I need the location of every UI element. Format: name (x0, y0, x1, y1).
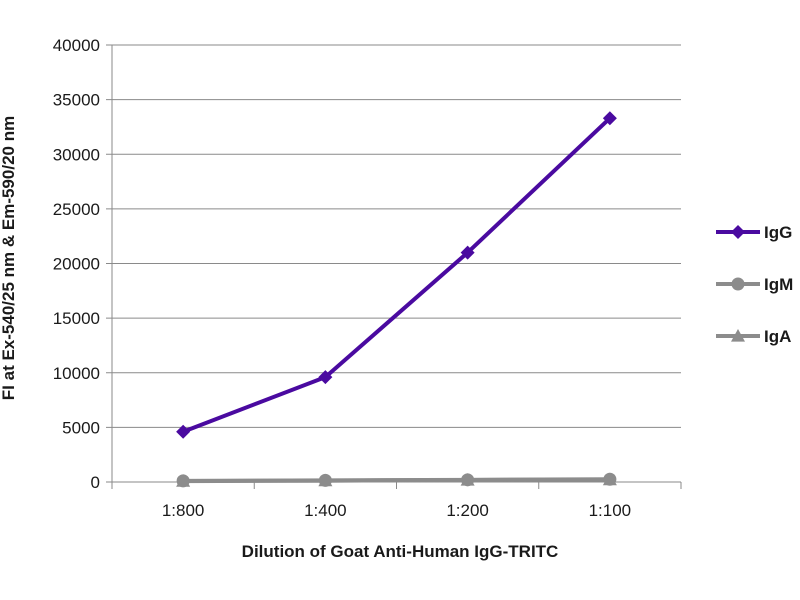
data-point-igg (460, 245, 475, 260)
gridlines (112, 44, 681, 428)
x-tick-label: 1:800 (162, 501, 205, 520)
x-tick-label: 1:400 (304, 501, 347, 520)
series-line-igg (181, 116, 612, 434)
data-point-igm (176, 474, 190, 488)
x-tick-label: 1:200 (446, 501, 489, 520)
legend-marker-iga (731, 329, 745, 342)
x-axis-title: Dilution of Goat Anti-Human IgG-TRITC (242, 542, 559, 561)
data-point-igg (318, 370, 333, 385)
series-line-igm (181, 477, 612, 483)
legend-label-iga: IgA (764, 327, 791, 346)
y-tick-label: 5000 (62, 418, 100, 437)
y-tick-label: 10000 (53, 364, 100, 383)
series-igg (176, 111, 617, 439)
y-axis-ticks: 0 5000 10000 15000 20000 25000 30000 35000 40000 (53, 36, 112, 492)
y-axis-title: FI at Ex-540/25 nm & Em-590/20 nm (0, 116, 18, 400)
y-tick-label: 40000 (53, 36, 100, 55)
legend: IgG IgM IgA (716, 223, 793, 346)
y-tick-label: 20000 (53, 255, 100, 274)
series-igm (176, 472, 617, 488)
y-tick-label: 25000 (53, 200, 100, 219)
x-tick-label: 1:100 (589, 501, 632, 520)
legend-item-igg: IgG (716, 223, 792, 242)
y-tick-label: 15000 (53, 309, 100, 328)
y-tick-label: 0 (91, 473, 100, 492)
y-tick-label: 30000 (53, 145, 100, 164)
legend-item-igm: IgM (716, 275, 793, 294)
data-point-igm (603, 472, 617, 486)
y-tick-label: 35000 (53, 91, 100, 110)
legend-label-igm: IgM (764, 275, 793, 294)
data-point-igg (176, 424, 191, 439)
data-point-igg (602, 111, 617, 126)
legend-label-igg: IgG (764, 223, 792, 242)
legend-item-iga: IgA (716, 327, 791, 346)
legend-marker-igm (731, 277, 745, 291)
data-point-igm (461, 473, 475, 487)
legend-marker-igg (731, 225, 745, 239)
x-axis-ticks: 1:800 1:400 1:200 1:100 (111, 482, 682, 520)
data-point-igm (318, 473, 332, 487)
series (176, 111, 617, 488)
